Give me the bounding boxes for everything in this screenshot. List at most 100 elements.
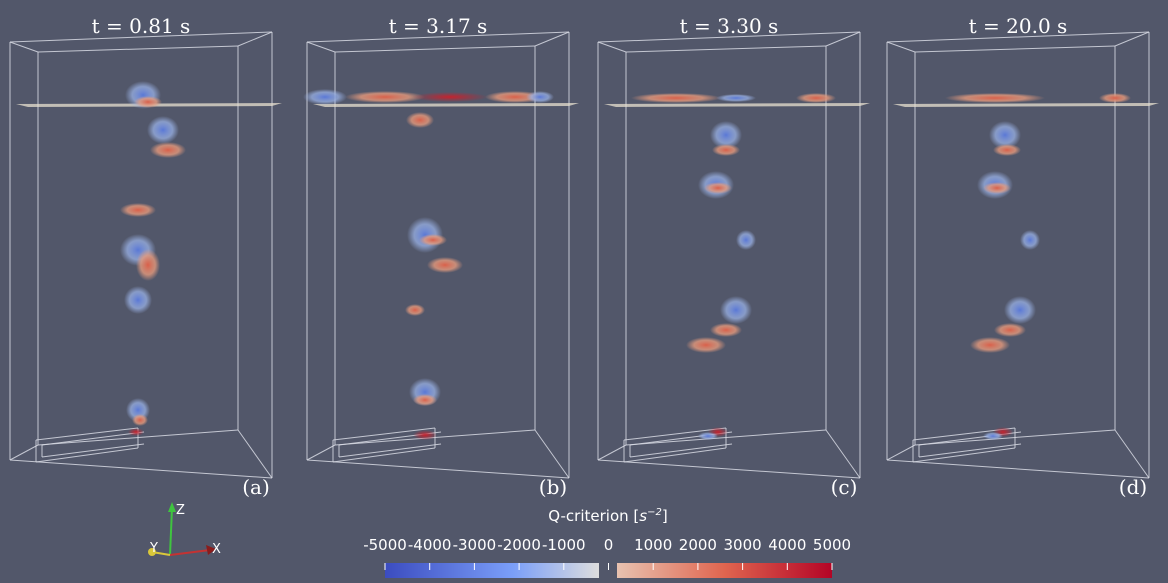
vortex: [120, 203, 156, 217]
panel: t = 3.17 s (b): [303, 14, 579, 499]
panel: t = 20.0 s (d): [886, 14, 1159, 499]
box-edge: [629, 443, 733, 458]
tick-label: 4000: [768, 536, 806, 554]
tick-label: 1000: [634, 536, 672, 554]
box-edge: [338, 443, 442, 458]
axes-triad: Z Y X: [148, 502, 221, 557]
vortex: [983, 182, 1011, 194]
vortex: [686, 337, 726, 353]
box-edge: [306, 459, 570, 479]
vortex: [698, 432, 718, 440]
free-surface: [313, 103, 579, 107]
tick-label: 2000: [679, 536, 717, 554]
axis-label: Z: [176, 503, 185, 518]
box-edge: [41, 431, 145, 446]
vortex: [136, 249, 160, 281]
vortex: [124, 286, 152, 314]
vortex: [710, 323, 742, 337]
vortex: [1099, 93, 1131, 103]
box-edge: [35, 427, 139, 441]
box-edge: [825, 31, 861, 47]
axis-label: Y: [149, 541, 158, 556]
tick-label: -4000: [408, 536, 452, 554]
title-part: Q-criterion [: [548, 507, 639, 525]
box-edge: [1114, 429, 1150, 479]
vortex: [993, 144, 1021, 156]
box-edge: [886, 31, 1150, 43]
vortex: [945, 93, 1045, 103]
free-surface: [893, 103, 1159, 107]
box-edge: [534, 31, 570, 47]
box-edge: [918, 443, 1022, 458]
panel-label: (d): [1119, 475, 1147, 499]
vortex: [631, 93, 721, 103]
vortex: [716, 94, 756, 102]
vortex: [406, 112, 434, 128]
box-edge: [37, 45, 239, 53]
box-edge: [35, 447, 139, 463]
vortex: [419, 234, 447, 246]
panel-title: t = 3.17 s: [389, 14, 488, 38]
vortex: [970, 337, 1010, 353]
box-edge: [237, 429, 273, 479]
box-edge: [914, 45, 1116, 53]
vortex: [720, 296, 752, 324]
vortex: [134, 96, 162, 108]
panel: t = 3.30 s (c): [597, 14, 870, 499]
box-edge: [912, 447, 1016, 463]
box-edge: [306, 41, 336, 53]
box-edge: [825, 429, 861, 479]
box-edge: [41, 443, 145, 458]
vortex: [1004, 296, 1036, 324]
box-edge: [1114, 31, 1150, 47]
box-edge: [306, 444, 336, 461]
box-edge: [332, 427, 436, 441]
vortex: [147, 116, 179, 144]
vortex: [989, 121, 1021, 149]
vortex: [132, 414, 148, 426]
title-part: −2: [647, 507, 662, 518]
vortex: [303, 89, 347, 105]
panel-label: (a): [242, 475, 270, 499]
box-edge: [597, 41, 627, 53]
box-edge: [534, 429, 570, 479]
title-part: ]: [662, 507, 668, 525]
vortex: [736, 230, 756, 250]
axis-label: X: [212, 542, 221, 557]
tick-label: -2000: [497, 536, 541, 554]
tick-label: 0: [604, 536, 614, 554]
box-edge: [597, 444, 627, 461]
title-part: s: [639, 507, 647, 525]
box-edge: [306, 31, 570, 43]
vortex: [796, 93, 836, 103]
vortex: [413, 430, 437, 440]
tick-label: -1000: [542, 536, 586, 554]
vortex: [983, 432, 1003, 440]
tick-label: 5000: [813, 536, 851, 554]
box-edge: [597, 459, 861, 479]
vortex: [994, 323, 1026, 337]
vortex: [128, 428, 144, 436]
box-edge: [332, 447, 436, 463]
vortex: [526, 91, 554, 103]
tick-label: -3000: [453, 536, 497, 554]
box-edge: [886, 41, 916, 53]
box-edge: [237, 31, 273, 47]
panel-title: t = 3.30 s: [680, 14, 779, 38]
free-surface: [604, 103, 870, 107]
box-edge: [597, 31, 861, 43]
box-edge: [886, 444, 916, 461]
vortex: [345, 91, 425, 103]
box-edge: [623, 447, 727, 463]
box-edge: [886, 459, 1150, 479]
vortex: [1020, 230, 1040, 250]
vortex: [427, 257, 463, 273]
box-edge: [9, 444, 39, 461]
panel-title: t = 0.81 s: [92, 14, 191, 38]
box-edge: [9, 41, 39, 53]
panel-label: (c): [831, 475, 858, 499]
vortex: [405, 304, 425, 316]
box-edge: [9, 31, 273, 43]
tick-label: -5000: [363, 536, 407, 554]
